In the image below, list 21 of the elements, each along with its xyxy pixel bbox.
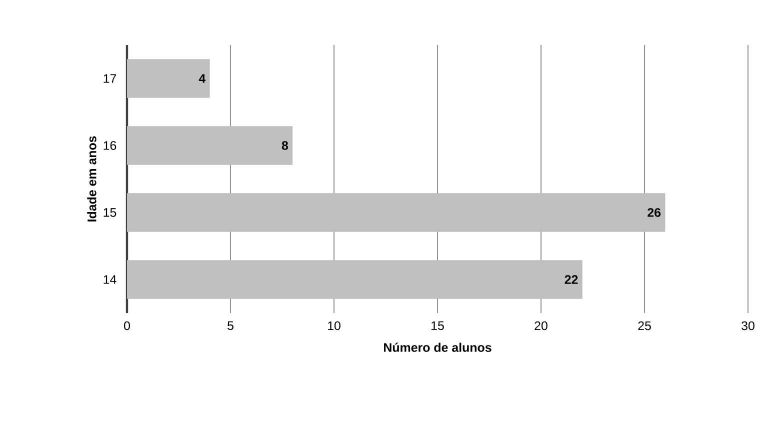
data-label: 26: [648, 208, 661, 217]
x-axis-title: Número de alunos: [384, 342, 492, 352]
bar: [127, 193, 666, 232]
bar: [127, 59, 210, 98]
y-tick-label: 16: [104, 141, 116, 150]
bar: [127, 126, 293, 165]
x-tick-label: 20: [534, 321, 548, 330]
x-tick-label: 10: [328, 321, 340, 330]
data-label: 4: [198, 74, 206, 83]
y-axis-title: Idade em anos: [87, 136, 96, 222]
x-tick-label: 15: [432, 321, 444, 330]
bar: [127, 260, 582, 299]
y-tick-label: 14: [104, 275, 116, 284]
y-tick-label: 17: [104, 74, 116, 83]
x-tick-label: 5: [228, 321, 234, 330]
x-tick-label: 30: [742, 321, 754, 330]
data-label: 22: [564, 275, 578, 284]
y-tick-label: 15: [104, 208, 116, 217]
data-label: 8: [282, 141, 288, 150]
x-tick-label: 0: [124, 321, 130, 330]
x-tick-label: 25: [638, 321, 651, 330]
